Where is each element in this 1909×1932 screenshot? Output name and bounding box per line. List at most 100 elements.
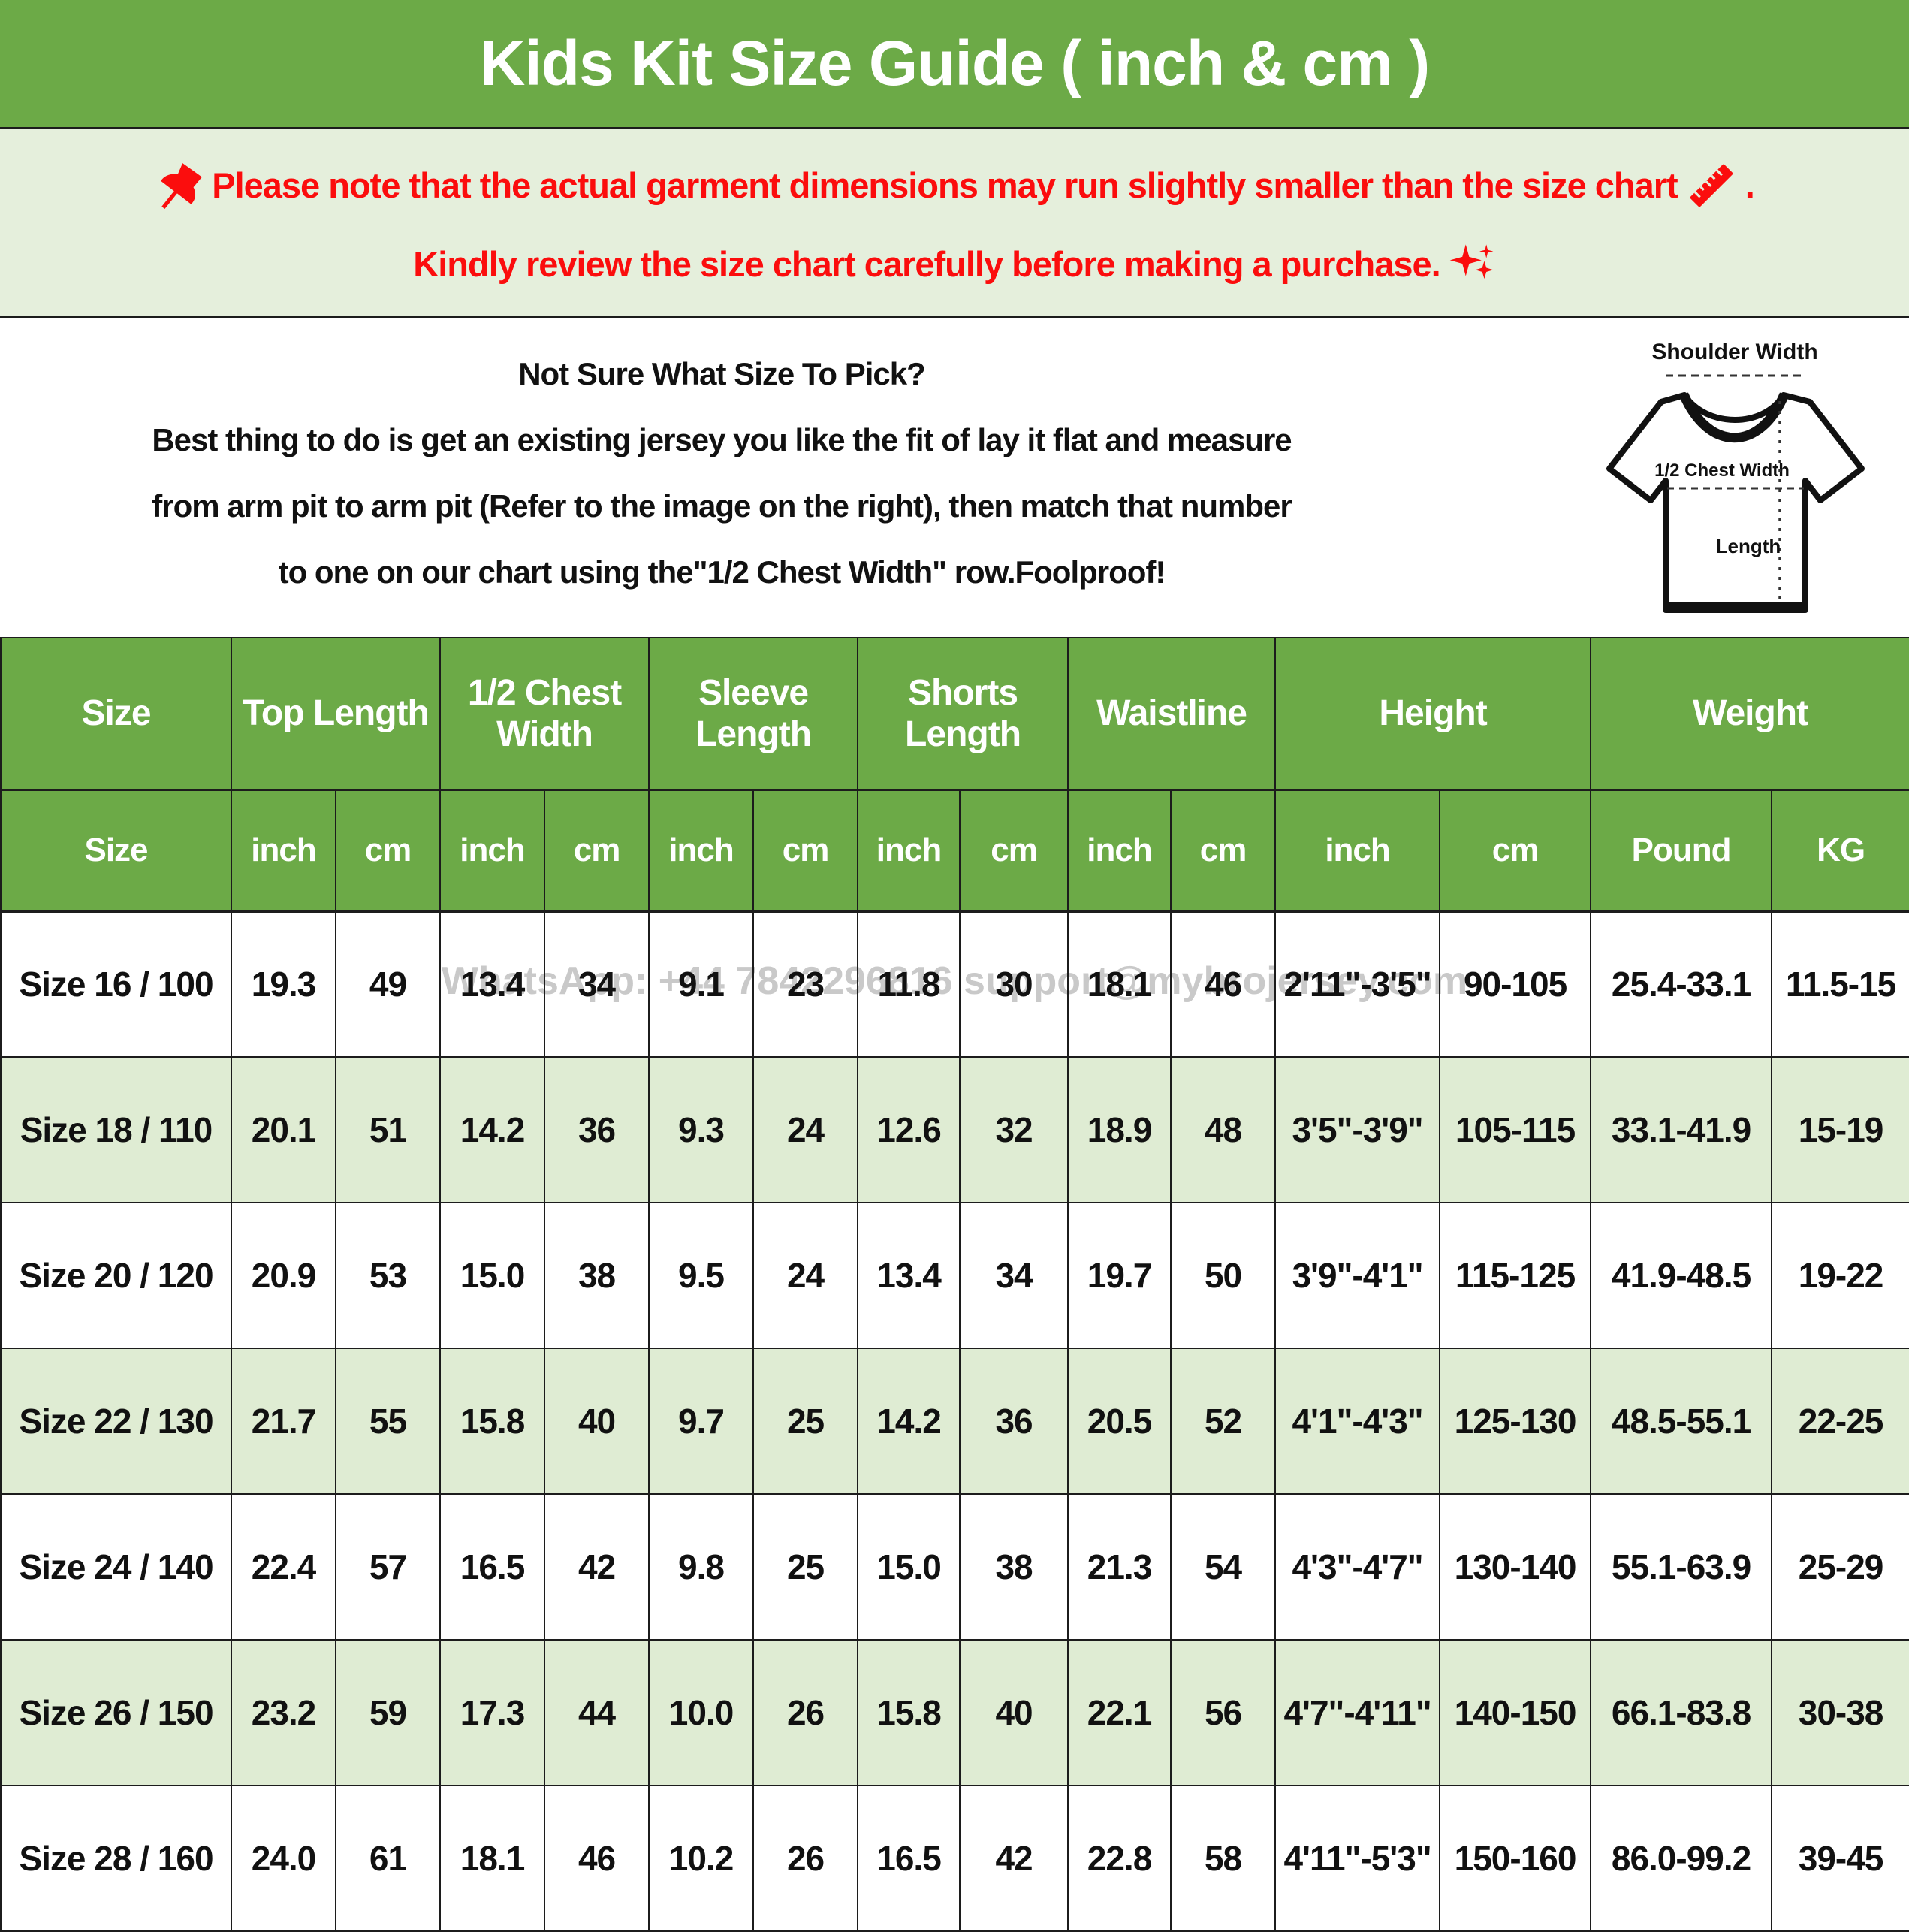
unit-header: cm [959, 789, 1069, 913]
group-header-waistline: Waistline [1067, 637, 1277, 791]
table-cell: 46 [544, 1785, 650, 1932]
unit-header: cm [752, 789, 859, 913]
table-cell: 20.1 [231, 1056, 336, 1203]
unit-header: cm [544, 789, 650, 913]
table-cell: 42 [959, 1785, 1069, 1932]
table-cell: 11.5-15 [1771, 910, 1909, 1058]
table-row-size-22: Size 22 / 130 21.7 55 15.8 40 9.7 25 14.… [0, 1348, 1909, 1495]
info-line-2: from arm pit to arm pit (Refer to the im… [152, 488, 1292, 524]
table-cell: 22.1 [1067, 1639, 1172, 1786]
table-cell: 25 [752, 1348, 859, 1495]
size-help-text: Not Sure What Size To Pick? Best thing t… [15, 341, 1428, 605]
size-cell: Size 16 / 100 [0, 910, 232, 1058]
table-cell: 9.1 [648, 910, 755, 1058]
unit-header: Pound [1590, 789, 1773, 913]
table-cell: 24 [752, 1056, 859, 1203]
size-cell: Size 26 / 150 [0, 1639, 232, 1786]
table-cell: 15.0 [857, 1493, 961, 1641]
unit-header: inch [1274, 789, 1441, 913]
table-cell: 39-45 [1771, 1785, 1909, 1932]
table-row-size-24: Size 24 / 140 22.4 57 16.5 42 9.8 25 15.… [0, 1493, 1909, 1641]
table-cell: 21.3 [1067, 1493, 1172, 1641]
table-cell: 23 [752, 910, 859, 1058]
table-cell: 50 [1170, 1202, 1277, 1349]
table-cell: 22.8 [1067, 1785, 1172, 1932]
group-header-row: Size Top Length 1/2 Chest Width Sleeve L… [0, 637, 1909, 791]
table-cell: 16.5 [857, 1785, 961, 1932]
table-cell: 59 [334, 1639, 442, 1786]
table-cell: 19.7 [1067, 1202, 1172, 1349]
table-cell: 18.1 [1067, 910, 1172, 1058]
page-title: Kids Kit Size Guide ( inch & cm ) [479, 28, 1430, 98]
unit-header: inch [1067, 789, 1172, 913]
table-cell: 53 [334, 1202, 442, 1349]
chest-width-label: 1/2 Chest Width [1654, 460, 1790, 481]
table-cell: 46 [1170, 910, 1277, 1058]
notice-line1-text: Please note that the actual garment dime… [212, 165, 1678, 206]
group-header-size: Size [0, 637, 232, 791]
table-cell: 41.9-48.5 [1590, 1202, 1773, 1349]
table-cell: 3'9"-4'1" [1274, 1202, 1441, 1349]
size-help-section: Not Sure What Size To Pick? Best thing t… [0, 318, 1909, 637]
table-cell: 4'3"-4'7" [1274, 1493, 1441, 1641]
shoulder-width-label: Shoulder Width [1651, 340, 1817, 364]
table-cell: 115-125 [1439, 1202, 1592, 1349]
table-cell: 9.3 [648, 1056, 755, 1203]
unit-header: inch [439, 789, 546, 913]
table-cell: 12.6 [857, 1056, 961, 1203]
table-cell: 24 [752, 1202, 859, 1349]
table-cell: 22.4 [231, 1493, 336, 1641]
table-cell: 49 [334, 910, 442, 1058]
table-cell: 19.3 [231, 910, 336, 1058]
pushpin-icon [155, 161, 204, 210]
table-cell: 130-140 [1439, 1493, 1592, 1641]
table-cell: 30-38 [1771, 1639, 1909, 1786]
table-cell: 150-160 [1439, 1785, 1592, 1932]
table-cell: 40 [544, 1348, 650, 1495]
table-cell: 3'5"-3'9" [1274, 1056, 1441, 1203]
table-cell: 57 [334, 1493, 442, 1641]
table-cell: 14.2 [439, 1056, 546, 1203]
unit-header: cm [1439, 789, 1592, 913]
group-header-top-length: Top Length [230, 637, 442, 791]
group-header-chest-width: 1/2 Chest Width [439, 637, 650, 791]
table-cell: 48 [1170, 1056, 1277, 1203]
table-cell: 105-115 [1439, 1056, 1592, 1203]
table-cell: 2'11"-3'5" [1274, 910, 1441, 1058]
table-cell: 36 [959, 1348, 1069, 1495]
table-cell: 9.5 [648, 1202, 755, 1349]
table-cell: 20.5 [1067, 1348, 1172, 1495]
size-cell: Size 20 / 120 [0, 1202, 232, 1349]
group-header-shorts-length: Shorts Length [857, 637, 1069, 791]
table-cell: 4'11"-5'3" [1274, 1785, 1441, 1932]
table-cell: 55 [334, 1348, 442, 1495]
table-cell: 18.1 [439, 1785, 546, 1932]
group-header-height: Height [1274, 637, 1592, 791]
notice-banner: Please note that the actual garment dime… [0, 129, 1909, 318]
table-cell: 4'1"-4'3" [1274, 1348, 1441, 1495]
unit-header: inch [648, 789, 755, 913]
table-cell: 66.1-83.8 [1590, 1639, 1773, 1786]
table-cell: 25-29 [1771, 1493, 1909, 1641]
table-cell: 15.0 [439, 1202, 546, 1349]
info-heading: Not Sure What Size To Pick? [518, 356, 926, 391]
unit-header: Size [0, 789, 232, 913]
table-cell: 9.7 [648, 1348, 755, 1495]
table-cell: 42 [544, 1493, 650, 1641]
table-cell: 11.8 [857, 910, 961, 1058]
collar [1679, 392, 1790, 443]
table-cell: 15-19 [1771, 1056, 1909, 1203]
table-cell: 55.1-63.9 [1590, 1493, 1773, 1641]
info-line-3: to one on our chart using the"1/2 Chest … [278, 554, 1166, 590]
table-cell: 18.9 [1067, 1056, 1172, 1203]
table-cell: 61 [334, 1785, 442, 1932]
table-cell: 34 [959, 1202, 1069, 1349]
table-row-size-18: Size 18 / 110 20.1 51 14.2 36 9.3 24 12.… [0, 1056, 1909, 1203]
size-cell: Size 28 / 160 [0, 1785, 232, 1932]
table-cell: 30 [959, 910, 1069, 1058]
table-cell: 25 [752, 1493, 859, 1641]
table-cell: 86.0-99.2 [1590, 1785, 1773, 1932]
table-cell: 44 [544, 1639, 650, 1786]
table-row-size-26: Size 26 / 150 23.2 59 17.3 44 10.0 26 15… [0, 1639, 1909, 1786]
table-row-size-20: Size 20 / 120 20.9 53 15.0 38 9.5 24 13.… [0, 1202, 1909, 1349]
